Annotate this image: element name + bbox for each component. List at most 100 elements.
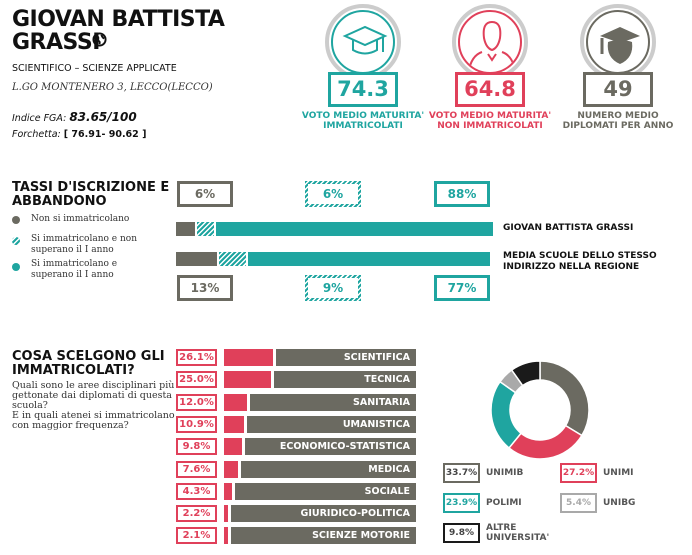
area-row: 2.1% SCIENZE MOTORIE (176, 527, 416, 545)
kpi-value: 64.8 (455, 72, 525, 107)
kpi-label: VOTO MEDIO MATURITA' IMMATRICOLATI (298, 111, 428, 131)
choices-title-line2: IMMATRICOLATI? (12, 363, 135, 378)
desc-line: con maggior frequenza? (12, 420, 129, 431)
area-bar (224, 482, 233, 500)
area-pct: 26.1% (176, 349, 217, 366)
fga-label: Indice FGA: (12, 113, 67, 124)
kpi-label: NUMERO MEDIO DIPLOMATI PER ANNO (553, 111, 683, 131)
range-label: Forchetta: (12, 129, 61, 140)
legend-label: UNIMIB (486, 468, 524, 478)
kpi-label-line1: VOTO MEDIO MATURITA' (428, 111, 552, 121)
school-not-enrolled-pct: 6% (177, 181, 233, 207)
area-bar (224, 438, 243, 456)
desc-line: scuola? (12, 400, 48, 411)
legend-value: 27.2% (560, 463, 597, 483)
segment-passed (216, 222, 493, 236)
area-row: 26.1% SCIENTIFICA (176, 349, 416, 366)
school-passed-pct: 88% (434, 181, 490, 207)
choices-title: COSA SCELGONO GLI IMMATRICOLATI? (12, 350, 165, 378)
school-name-line1: GIOVAN BATTISTA (12, 7, 225, 32)
kpi-icon-circle (452, 4, 528, 80)
area-bar (224, 393, 247, 411)
region-label-line2: INDIRIZZO NELLA REGIONE (503, 262, 640, 272)
school-rates-bar (176, 222, 493, 236)
fga-index: Indice FGA: 83.65/100 (12, 110, 137, 124)
area-label: MEDICA (241, 460, 416, 478)
kpi-icon-ring (458, 10, 522, 74)
legend-passed: Si immatricolano e superano il I anno (31, 259, 117, 281)
kpi-label-line1: VOTO MEDIO MATURITA' (301, 111, 425, 121)
legend-text: Si immatricolano e (31, 259, 118, 269)
graduation-cap-icon (342, 25, 388, 55)
area-row: 9.8% ECONOMICO-STATISTICA (176, 438, 416, 456)
area-label: SANITARIA (249, 393, 416, 411)
area-bar (224, 371, 271, 389)
area-bar (224, 460, 239, 478)
school-name-line2: GRASSI (12, 30, 100, 55)
segment-not-enrolled (176, 252, 218, 266)
area-row: 10.9% UMANISTICA (176, 415, 416, 433)
kpi-icon-ring (331, 10, 395, 74)
donut-slice-unimib (539, 360, 590, 437)
segment-dropped (197, 222, 215, 236)
segment-passed (247, 252, 490, 266)
school-type: SCIENTIFICO – SCIENZE APPLICATE (12, 63, 177, 74)
area-label: GIURIDICO-POLITICA (231, 505, 416, 523)
legend-label: UNIMI (603, 468, 634, 478)
legend-dot-not-enrolled (12, 216, 20, 224)
school-bar-label: GIOVAN BATTISTA GRASSI (503, 223, 634, 233)
legend-not-enrolled: Non si immatricolano (31, 214, 130, 224)
area-row: 12.0% SANITARIA (176, 393, 416, 411)
kpi-label: VOTO MEDIO MATURITA' NON IMMATRICOLATI (425, 111, 555, 131)
area-row: 2.2% GIURIDICO-POLITICA (176, 505, 416, 523)
legend-text: superano il I anno (31, 270, 114, 280)
school-address: L.GO MONTENERO 3, LECCO(LECCO) (12, 82, 213, 93)
area-label: UMANISTICA (247, 415, 416, 433)
area-pct: 4.3% (176, 482, 217, 500)
rates-title: TASSI D'ISCRIZIONE E ABBANDONO (12, 181, 169, 209)
school-name: GIOVAN BATTISTA GRASSI (12, 7, 225, 55)
legend-value: 33.7% (443, 463, 480, 483)
kpi-icon-circle (325, 4, 401, 80)
area-row: 7.6% MEDICA (176, 460, 416, 478)
region-rates-bar (176, 252, 493, 266)
kpi-value: 74.3 (328, 72, 398, 107)
legend-label: POLIMI (486, 498, 522, 508)
area-label: SCIENZE MOTORIE (230, 527, 416, 545)
area-row: 25.0% TECNICA (176, 371, 416, 389)
area-label: ECONOMICO-STATISTICA (245, 438, 416, 456)
area-bar (224, 349, 274, 366)
legend-value: 9.8% (443, 523, 480, 543)
kpi-label-line2: NON IMMATRICOLATI (437, 121, 543, 131)
desc-line: gettonate dai diplomati di questa (12, 390, 172, 401)
legend-label: UNIBG (603, 498, 636, 508)
area-bar (224, 415, 245, 433)
legend-value: 5.4% (560, 493, 597, 513)
rates-title-line2: ABBANDONO (12, 194, 107, 209)
range-value: [ 76.91- 90.62 ] (63, 129, 147, 140)
segment-not-enrolled (176, 222, 196, 236)
region-passed-pct: 77% (434, 275, 490, 301)
desc-line: Quali sono le aree disciplinari più (12, 380, 175, 391)
kpi-label-line2: IMMATRICOLATI (323, 121, 403, 131)
segment-dropped (219, 252, 246, 266)
area-pct: 10.9% (176, 415, 217, 433)
area-pct: 7.6% (176, 460, 217, 478)
area-pct: 2.1% (176, 527, 217, 545)
fga-range: Forchetta: [ 76.91- 90.62 ] (12, 129, 146, 140)
area-label: TECNICA (274, 371, 416, 389)
kpi-icon-circle (580, 4, 656, 80)
legend-dot-passed (12, 263, 20, 271)
area-bar (224, 505, 229, 523)
region-bar-label: MEDIA SCUOLE DELLO STESSO INDIRIZZO NELLA… (503, 251, 657, 273)
kpi-value: 49 (583, 72, 653, 107)
donut-slice-altre-universita- (510, 360, 541, 387)
area-pct: 2.2% (176, 505, 217, 523)
desc-line: E in quali atenei si immatricolano (12, 410, 175, 421)
legend-dot-dropped (12, 237, 20, 245)
legend-text: superano il I anno (31, 245, 114, 255)
area-pct: 12.0% (176, 393, 217, 411)
region-label-line1: MEDIA SCUOLE DELLO STESSO (503, 251, 657, 261)
globe-icon[interactable] (92, 32, 107, 47)
rates-title-line1: TASSI D'ISCRIZIONE E (12, 180, 170, 195)
